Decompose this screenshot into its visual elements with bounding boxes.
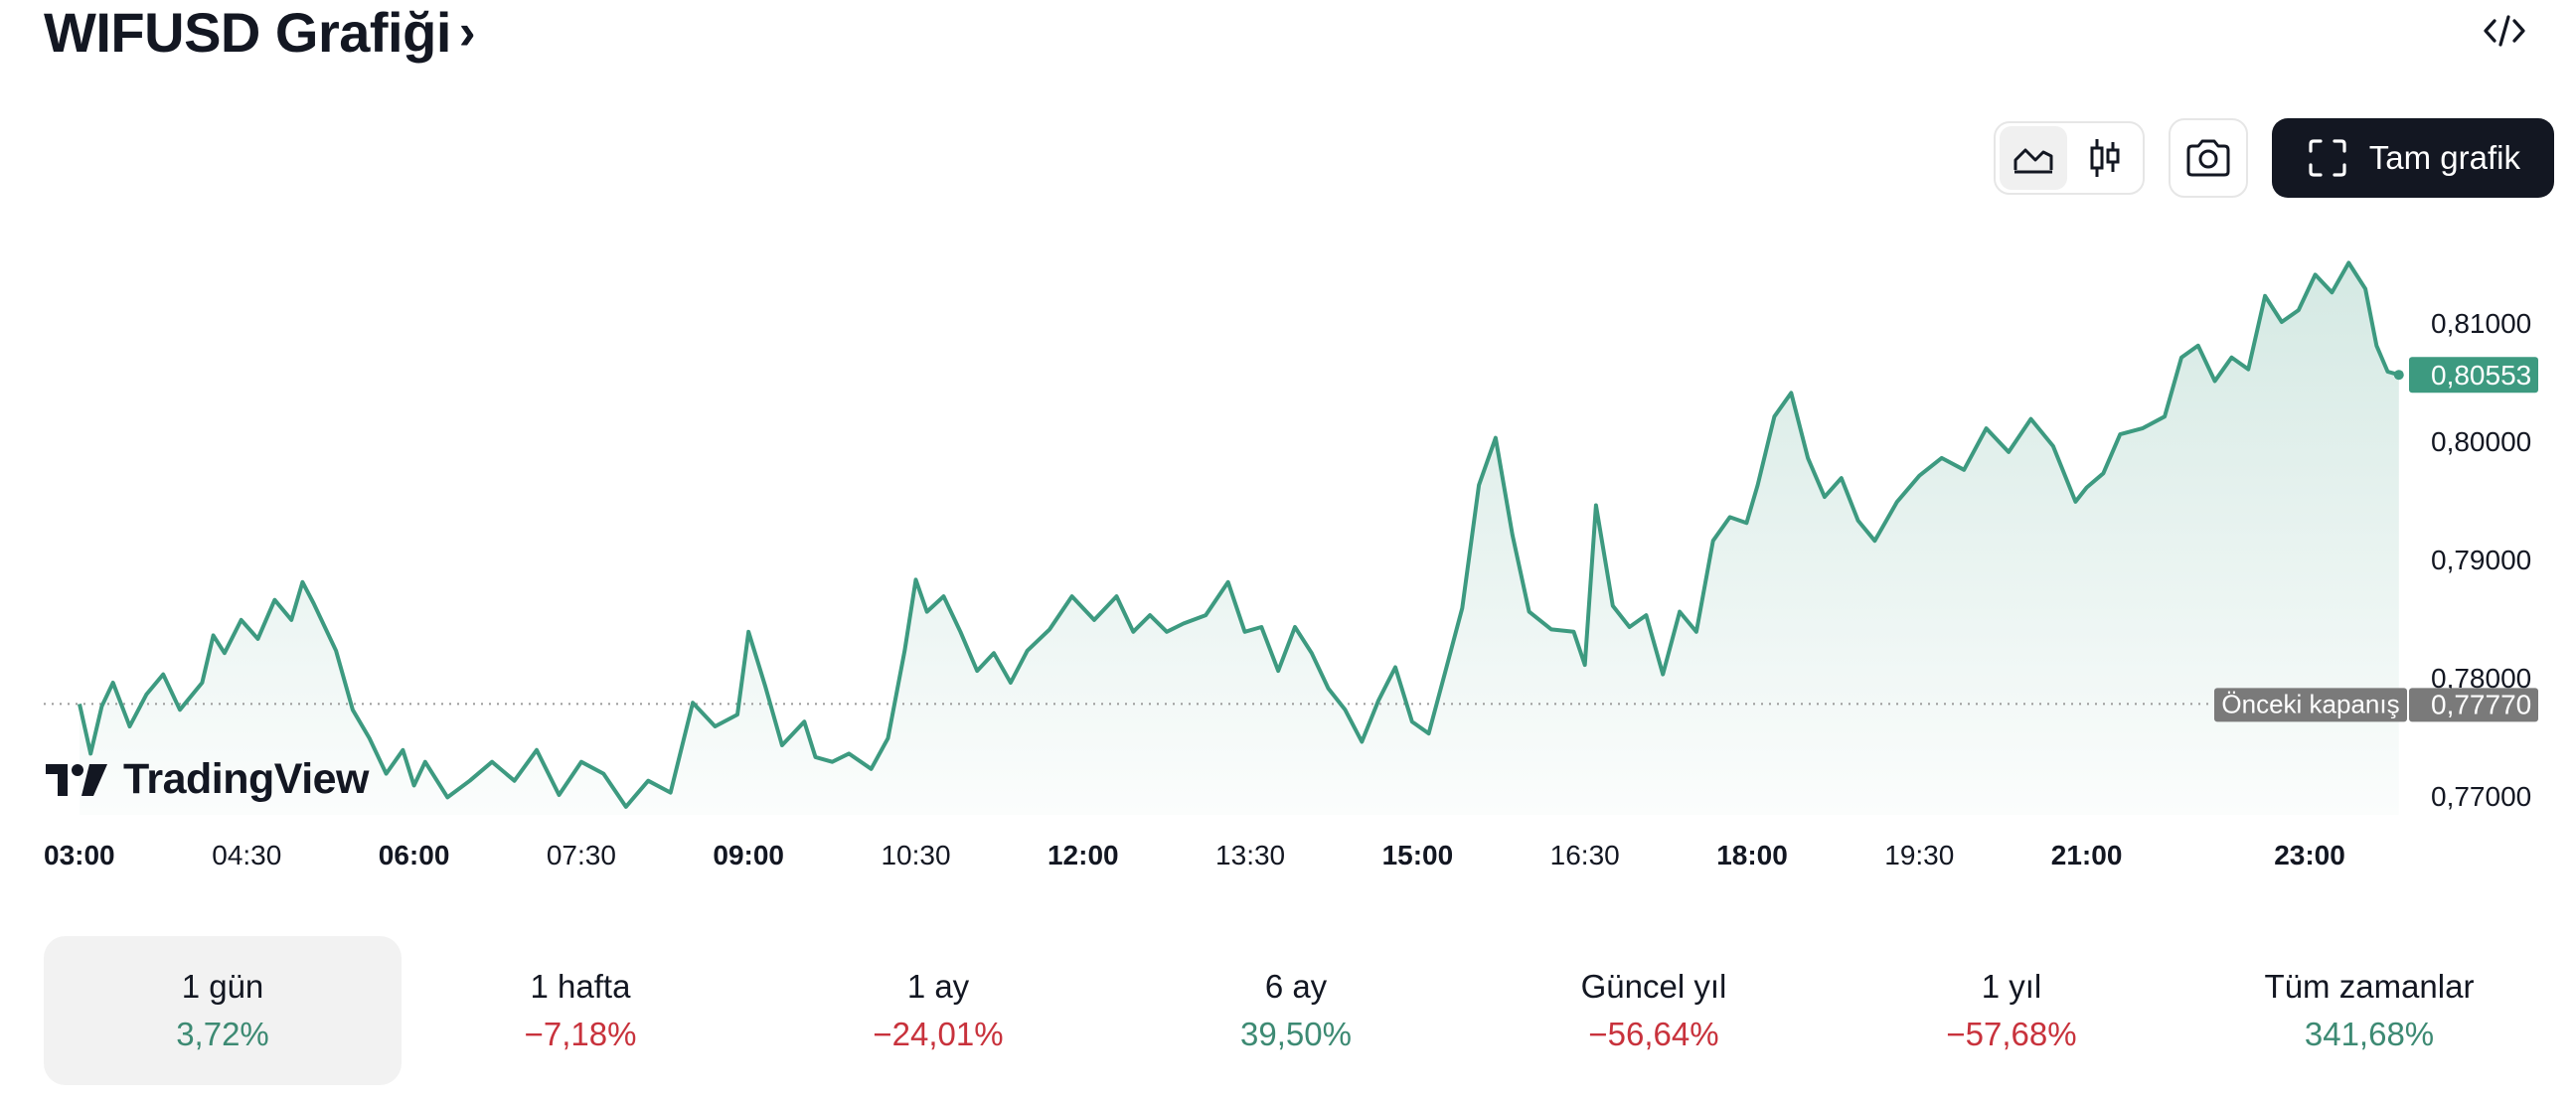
period-tab[interactable]: 1 ay −24,01% (759, 936, 1117, 1085)
area-chart-icon (2013, 148, 2053, 174)
period-change-value: −7,18% (524, 1016, 637, 1052)
period-label: 1 ay (906, 968, 970, 1005)
candlestick-chart-button[interactable] (2071, 126, 2139, 190)
page-title[interactable]: WIFUSD Grafiği › (44, 0, 476, 64)
x-tick-label: 21:00 (2051, 840, 2123, 870)
period-change-value: −24,01% (873, 1016, 1004, 1052)
period-change-value: 341,68% (2304, 1016, 2435, 1052)
fullscreen-icon (2309, 139, 2346, 177)
camera-icon (2186, 139, 2230, 177)
chart-style-switcher (1993, 121, 2145, 195)
period-label: 6 ay (1264, 968, 1328, 1005)
period-tab[interactable]: 6 ay 39,50% (1117, 936, 1475, 1085)
price-area-fill (80, 262, 2399, 815)
chevron-right-icon[interactable]: › (458, 4, 476, 60)
period-change-value: −56,64% (1588, 1016, 1719, 1052)
period-change-value: −57,68% (1946, 1016, 2077, 1052)
period-label: Tüm zamanlar (2264, 968, 2475, 1005)
y-tick-label: 0,79000 (2431, 545, 2531, 575)
last-price-tag (2409, 357, 2538, 394)
y-tick-label: 0,77000 (2431, 781, 2531, 812)
last-price-label: 0,80553 (2431, 360, 2531, 391)
previous-close-label: 0,77770 (2431, 689, 2531, 719)
last-price-dot (2393, 370, 2404, 381)
x-tick-label: 23:00 (2274, 840, 2345, 870)
previous-close-text: Önceki kapanış (2221, 689, 2399, 718)
x-tick-label: 16:30 (1550, 840, 1620, 870)
period-tab[interactable]: Tüm zamanlar 341,68% (2190, 936, 2548, 1085)
y-tick-label: 0,81000 (2431, 308, 2531, 339)
previous-close-text-tag (2214, 688, 2407, 722)
x-tick-label: 10:30 (881, 840, 950, 870)
y-tick-label: 0,80000 (2431, 426, 2531, 457)
period-change-value: 3,72% (176, 1016, 269, 1052)
x-tick-label: 04:30 (212, 840, 281, 870)
tradingview-logo-icon (46, 763, 107, 796)
x-tick-label: 13:30 (1215, 840, 1285, 870)
candlestick-icon (2090, 139, 2120, 177)
tradingview-logo[interactable]: TradingView (46, 755, 370, 804)
chart-toolbar: Tam grafik (1993, 117, 2554, 199)
period-label: 1 gün (181, 968, 264, 1005)
x-tick-label: 06:00 (379, 840, 450, 870)
x-tick-label: 09:00 (713, 840, 784, 870)
x-tick-label: 18:00 (1716, 840, 1788, 870)
x-tick-label: 03:00 (44, 840, 115, 870)
screenshot-button[interactable] (2168, 118, 2248, 198)
period-label: Güncel yıl (1580, 968, 1727, 1005)
full-chart-button[interactable]: Tam grafik (2271, 118, 2554, 198)
price-line (78, 260, 2400, 809)
period-label: 1 hafta (530, 968, 631, 1005)
period-tab[interactable]: 1 hafta −7,18% (402, 936, 759, 1085)
previous-close-tag (2409, 688, 2538, 722)
period-tab[interactable]: 1 yıl −57,68% (1833, 936, 2190, 1085)
x-tick-label: 19:30 (1884, 840, 1954, 870)
code-icon (2484, 15, 2525, 47)
period-selector: 1 gün 3,72% 1 hafta −7,18% 1 ay −24,01% 6 ay 39… (44, 936, 2548, 1085)
page-title-text[interactable]: WIFUSD Grafiği (44, 0, 451, 64)
period-tab[interactable]: 1 gün 3,72% (44, 936, 402, 1085)
period-tab[interactable]: Güncel yıl −56,64% (1475, 936, 1833, 1085)
x-tick-label: 15:00 (1382, 840, 1454, 870)
area-chart-button[interactable] (1999, 126, 2067, 190)
full-chart-label: Tam grafik (2368, 139, 2520, 176)
tradingview-logo-text: TradingView (123, 755, 370, 803)
x-tick-label: 12:00 (1047, 840, 1119, 870)
embed-code-button[interactable] (2477, 6, 2532, 56)
x-tick-label: 07:30 (547, 840, 616, 870)
period-change-value: 39,50% (1240, 1016, 1352, 1052)
period-label: 1 yıl (1981, 968, 2042, 1005)
